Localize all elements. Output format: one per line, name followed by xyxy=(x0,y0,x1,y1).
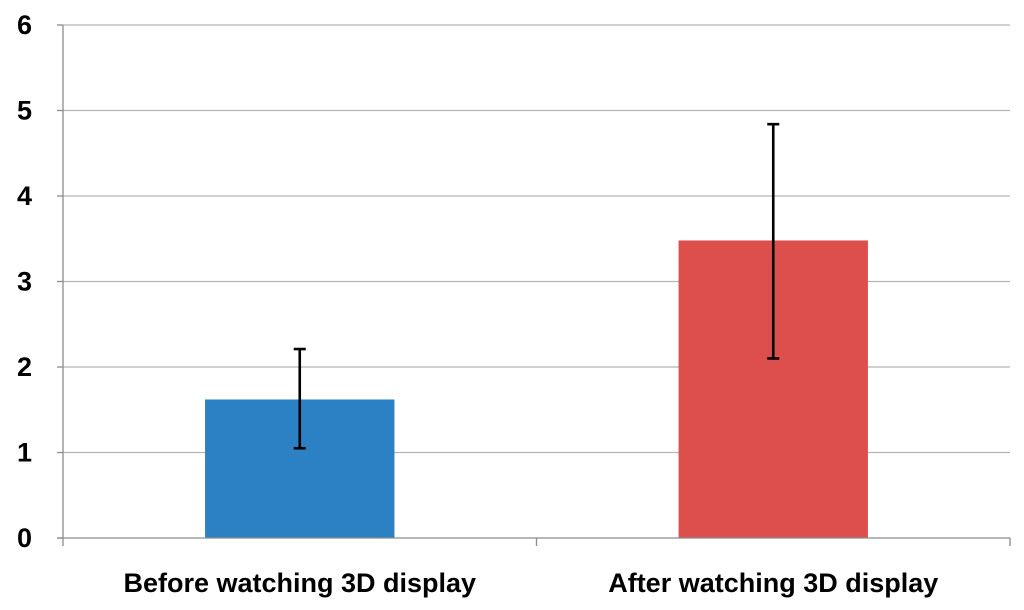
y-tick-label: 6 xyxy=(17,10,32,40)
y-tick-label: 1 xyxy=(17,438,32,468)
x-category-labels: Before watching 3D display After watchin… xyxy=(123,568,938,598)
x-category-label: Before watching 3D display xyxy=(123,568,476,598)
y-tick-label: 3 xyxy=(17,267,32,297)
y-tick-label: 4 xyxy=(17,181,32,211)
x-category-label: After watching 3D display xyxy=(608,568,938,598)
error-bars xyxy=(293,122,780,450)
y-tick-label: 0 xyxy=(17,523,32,553)
y-tick-labels: 0 1 2 3 4 5 6 xyxy=(17,10,32,553)
bars xyxy=(205,240,868,538)
axes xyxy=(57,24,1011,546)
y-tick-label: 5 xyxy=(17,96,32,126)
y-tick-label: 2 xyxy=(17,352,32,382)
gridlines xyxy=(63,24,1010,454)
